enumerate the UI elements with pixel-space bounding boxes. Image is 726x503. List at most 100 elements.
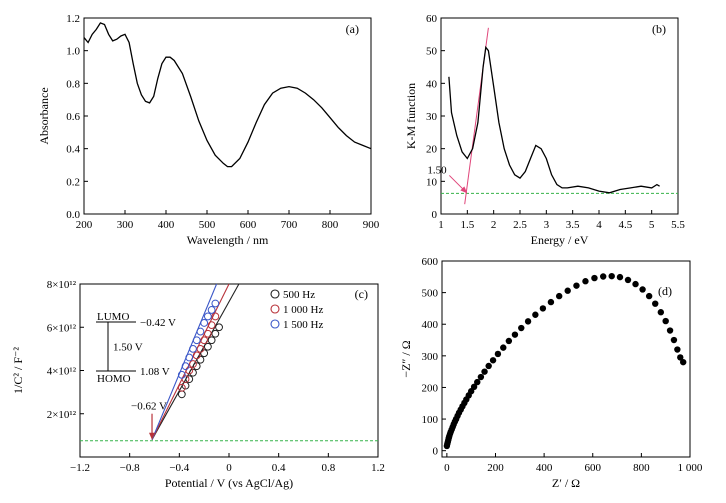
x-tick-label: 0 bbox=[226, 462, 232, 474]
fit-line bbox=[151, 283, 218, 440]
data-point bbox=[177, 390, 186, 399]
x-tick-label: 2 bbox=[491, 219, 497, 231]
y-axis-label: 1/C² / F⁻² bbox=[11, 347, 25, 394]
data-point bbox=[524, 318, 532, 325]
data-point bbox=[616, 273, 624, 281]
data-point bbox=[192, 362, 201, 371]
x-axis-label: Potential / V (vs AgCl/Ag) bbox=[165, 476, 293, 490]
data-point bbox=[211, 312, 220, 321]
x-tick-label: 600 bbox=[584, 462, 601, 474]
data-point bbox=[196, 344, 205, 353]
data-point bbox=[200, 319, 209, 327]
x-axis-label: Wavelength / nm bbox=[187, 233, 269, 247]
x-tick-label: 1 bbox=[438, 219, 444, 231]
data-point bbox=[670, 336, 678, 344]
data-point bbox=[624, 276, 632, 284]
y-tick-label: 0.2 bbox=[66, 176, 80, 188]
y-tick-label: 8×10¹² bbox=[47, 279, 77, 291]
data-point bbox=[200, 349, 209, 358]
plot-frame bbox=[441, 260, 691, 458]
data-point bbox=[207, 306, 216, 314]
data-point bbox=[192, 351, 201, 360]
panel-d: 0 200 400 600 800 1 000 0 100 200 300 400 500 600 Z′ … bbox=[399, 256, 703, 490]
data-point bbox=[511, 331, 519, 338]
x-tick-label: 4 bbox=[596, 219, 602, 231]
y-tick-label: 500 bbox=[422, 288, 439, 300]
data-point bbox=[203, 312, 212, 321]
data-point bbox=[189, 344, 197, 353]
data-point bbox=[564, 287, 571, 294]
arrow-head bbox=[149, 432, 156, 440]
data-point bbox=[518, 324, 525, 332]
data-point bbox=[203, 329, 212, 338]
data-point bbox=[207, 321, 216, 329]
y-tick-label: 30 bbox=[426, 111, 438, 123]
x-tick-label: 400 bbox=[158, 219, 175, 231]
data-point bbox=[662, 317, 669, 325]
legend-marker bbox=[270, 304, 280, 314]
arrow-head bbox=[460, 186, 468, 194]
data-point bbox=[207, 336, 216, 345]
data-point bbox=[196, 355, 205, 364]
data-point bbox=[211, 299, 220, 308]
x-tick-label: 4.5 bbox=[618, 219, 632, 231]
y-tick-label: 0 bbox=[433, 446, 439, 458]
x-tick-label: 800 bbox=[322, 219, 339, 231]
x-tick-label: 5 bbox=[649, 219, 655, 231]
x-tick-label: 600 bbox=[240, 219, 257, 231]
panel-label: (c) bbox=[355, 287, 368, 301]
data-point bbox=[189, 360, 197, 368]
km-function-line bbox=[448, 45, 660, 194]
data-point bbox=[203, 342, 212, 351]
data-point bbox=[657, 309, 665, 316]
y-tick-label: 40 bbox=[426, 78, 438, 90]
x-tick-label: −0.8 bbox=[120, 462, 140, 474]
y-tick-label: 0.4 bbox=[66, 144, 80, 156]
data-point bbox=[645, 292, 653, 300]
y-tick-label: 2×10¹² bbox=[47, 409, 77, 421]
data-point bbox=[185, 375, 194, 384]
x-tick-label: −0.4 bbox=[169, 462, 189, 474]
data-point bbox=[192, 336, 201, 345]
x-tick-label: 300 bbox=[117, 219, 134, 231]
data-point bbox=[573, 282, 580, 289]
x-tick-label: 800 bbox=[633, 462, 650, 474]
y-axis-label: −Z″ / Ω bbox=[399, 340, 413, 377]
panel-label: (a) bbox=[346, 22, 359, 36]
x-tick-label: 200 bbox=[487, 462, 504, 474]
data-point bbox=[489, 357, 497, 364]
panel-label: (b) bbox=[652, 22, 666, 36]
y-tick-label: 1.0 bbox=[66, 46, 80, 58]
data-point bbox=[582, 278, 589, 285]
x-tick-label: 3 bbox=[544, 219, 550, 231]
data-point bbox=[608, 272, 615, 280]
data-point bbox=[547, 298, 555, 306]
data-point bbox=[639, 286, 646, 293]
y-tick-label: 0.8 bbox=[66, 78, 80, 90]
x-tick-label: 3.5 bbox=[566, 219, 580, 231]
panel-c: −1.2 −0.8 −0.4 0 0.4 0.8 1.2 2×10¹² 4×10¹² 6×10¹²… bbox=[11, 279, 385, 490]
x-tick-label: 1.5 bbox=[460, 219, 474, 231]
y-tick-label: 100 bbox=[422, 414, 439, 426]
x-tick-label: 1.2 bbox=[371, 462, 385, 474]
legend-label: 1 500 Hz bbox=[283, 319, 323, 331]
data-point bbox=[189, 368, 197, 377]
y-tick-label: 0 bbox=[432, 209, 438, 221]
annotation-label: 1.50 bbox=[427, 164, 447, 176]
y-tick-label: 600 bbox=[422, 256, 439, 268]
homo-label: HOMO bbox=[97, 373, 131, 385]
data-point bbox=[674, 346, 681, 353]
x-tick-label: 200 bbox=[76, 219, 93, 231]
homo-value: 1.08 V bbox=[140, 366, 170, 378]
absorbance-line bbox=[83, 22, 372, 168]
x-tick-label: 0.8 bbox=[321, 462, 335, 474]
data-point bbox=[632, 280, 639, 288]
x-axis-label: Z′ / Ω bbox=[552, 476, 580, 490]
panel-b: 1 1.5 2 2.5 3 3.5 4 4.5 5 5.5 0 10 20 30 40 50 60 1.50 Ene… bbox=[404, 13, 685, 247]
legend-label: 500 Hz bbox=[283, 289, 315, 301]
x-tick-label: 500 bbox=[199, 219, 216, 231]
y-tick-label: 300 bbox=[422, 351, 439, 363]
lumo-value: −0.42 V bbox=[140, 317, 176, 329]
data-point bbox=[505, 337, 513, 345]
